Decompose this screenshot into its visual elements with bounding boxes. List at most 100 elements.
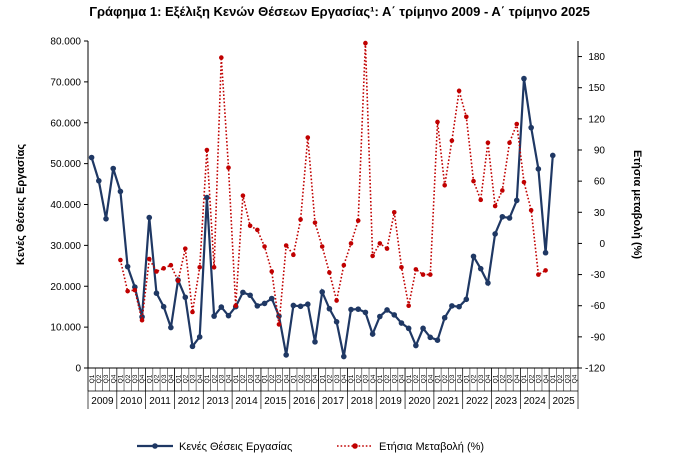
data-point-1 — [464, 114, 469, 120]
data-point-0 — [326, 305, 333, 312]
data-point-0 — [355, 306, 362, 312]
data-point-0 — [146, 214, 153, 221]
data-point-0 — [333, 319, 340, 325]
data-point-1 — [492, 203, 498, 209]
x-year-tick-label: 2010 — [120, 396, 143, 407]
x-year-tick-label: 2014 — [235, 396, 258, 407]
y-right-tick-label: 30 — [594, 208, 606, 219]
data-point-0 — [254, 303, 261, 309]
data-point-1 — [507, 140, 512, 146]
data-point-0 — [369, 331, 376, 337]
legend-marker-0 — [152, 443, 158, 449]
data-point-1 — [406, 303, 411, 309]
x-quarter-tick-label: Q1 — [435, 374, 442, 383]
x-quarter-tick-label: Q3 — [391, 374, 398, 383]
data-point-1 — [391, 209, 397, 215]
data-point-0 — [297, 303, 304, 310]
data-point-1 — [427, 272, 433, 277]
x-quarter-tick-label: Q3 — [564, 374, 571, 383]
y-right-tick-label: 90 — [594, 146, 606, 157]
x-year-tick-label: 2022 — [466, 396, 489, 407]
x-quarter-tick-label: Q4 — [255, 374, 262, 383]
data-point-0 — [542, 249, 549, 256]
data-point-0 — [499, 213, 506, 220]
y-right-tick-label: -120 — [585, 364, 605, 375]
data-point-0 — [549, 152, 556, 159]
x-quarter-tick-label: Q4 — [572, 374, 579, 383]
x-year-tick-label: 2019 — [380, 396, 403, 407]
data-point-0 — [441, 314, 448, 321]
x-quarter-tick-label: Q2 — [269, 374, 276, 383]
data-point-1 — [471, 178, 476, 184]
x-quarter-tick-label: Q1 — [492, 374, 499, 383]
data-point-0 — [211, 313, 217, 319]
x-quarter-tick-label: Q4 — [456, 374, 463, 383]
data-point-0 — [247, 292, 253, 299]
x-quarter-tick-label: Q2 — [355, 374, 362, 383]
x-quarter-tick-label: Q2 — [182, 374, 189, 383]
data-point-0 — [384, 307, 390, 313]
data-point-0 — [427, 334, 434, 341]
x-quarter-tick-label: Q4 — [370, 374, 377, 383]
x-quarter-tick-label: Q1 — [262, 374, 269, 383]
y-left-tick-label: 80.000 — [50, 37, 81, 48]
x-quarter-tick-label: Q2 — [471, 374, 478, 383]
data-point-1 — [521, 179, 527, 185]
x-quarter-tick-label: Q3 — [219, 374, 226, 383]
x-quarter-tick-label: Q3 — [536, 374, 543, 383]
x-quarter-tick-label: Q1 — [175, 374, 182, 383]
x-quarter-tick-label: Q3 — [478, 374, 485, 383]
y-left-tick-label: 60.000 — [50, 118, 81, 129]
series-line-1 — [119, 43, 547, 325]
data-point-0 — [463, 296, 470, 303]
data-point-1 — [255, 227, 260, 233]
data-point-1 — [384, 246, 390, 251]
data-point-0 — [449, 303, 455, 309]
series-layer — [88, 40, 556, 360]
data-point-1 — [283, 243, 289, 248]
data-point-1 — [132, 287, 138, 293]
data-point-0 — [420, 325, 426, 332]
x-quarter-tick-label: Q2 — [125, 374, 132, 383]
data-point-1 — [319, 244, 325, 249]
x-quarter-tick-label: Q1 — [464, 374, 471, 383]
data-point-1 — [442, 182, 447, 188]
y-left-tick-label: 50.000 — [50, 159, 81, 170]
y-right-tick-label: -60 — [591, 301, 606, 312]
data-point-0 — [218, 304, 225, 310]
y-right-tick-label: 150 — [588, 83, 605, 94]
legend: Κενές Θέσεις Εργασίας Ετήσια Μεταβολή (%) — [137, 441, 484, 453]
data-point-0 — [196, 334, 203, 340]
data-point-1 — [211, 265, 217, 270]
data-point-1 — [175, 278, 181, 284]
x-quarter-tick-label: Q3 — [420, 374, 427, 383]
y-right-tick-label: 0 — [599, 239, 605, 250]
data-point-1 — [276, 322, 282, 327]
data-point-0 — [535, 166, 542, 172]
data-point-1 — [485, 140, 491, 146]
y-right-tick-label: 60 — [594, 177, 606, 188]
y-right-tick-label: -30 — [591, 270, 606, 281]
data-point-0 — [456, 303, 462, 310]
data-point-1 — [146, 256, 152, 262]
x-year-tick-label: 2025 — [552, 396, 575, 407]
data-point-1 — [543, 268, 548, 273]
x-quarter-tick-label: Q2 — [557, 374, 564, 383]
data-point-0 — [492, 231, 498, 237]
data-point-0 — [348, 306, 354, 313]
data-point-1 — [190, 309, 195, 315]
data-point-0 — [377, 313, 383, 320]
legend-label-0: Κενές Θέσεις Εργασίας — [179, 441, 292, 453]
data-point-0 — [88, 154, 95, 161]
y-left-tick-label: 10.000 — [50, 323, 81, 334]
data-point-0 — [204, 194, 210, 201]
x-quarter-tick-label: Q3 — [334, 374, 341, 383]
x-quarter-tick-label: Q1 — [291, 374, 298, 383]
y-left-tick-label: 0 — [75, 364, 81, 375]
data-point-1 — [161, 266, 166, 271]
x-quarter-tick-label: Q4 — [427, 374, 434, 383]
data-point-1 — [370, 253, 375, 259]
y-left-tick-label: 30.000 — [50, 241, 81, 252]
y-right-tick-label: 180 — [588, 52, 605, 63]
